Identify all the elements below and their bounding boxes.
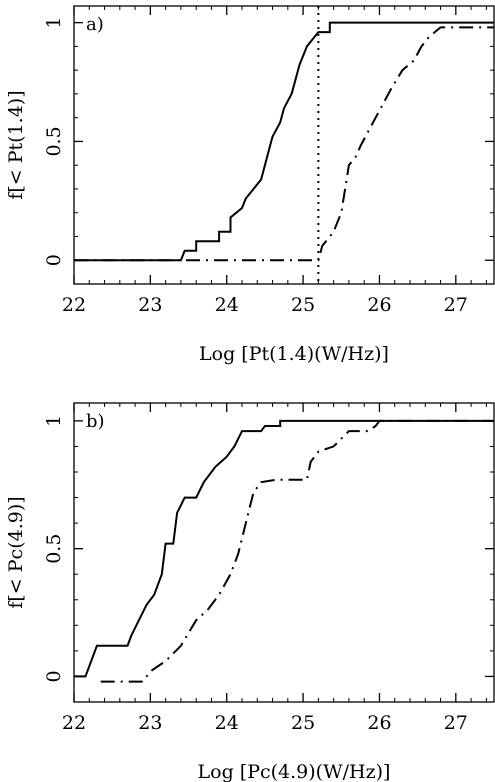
x-tick-label: 25 [291,712,315,734]
y-tick-label: 1 [43,17,65,29]
panel-b-series-solid-line [74,419,494,678]
x-tick-label: 23 [138,294,162,316]
x-tick-label: 27 [444,712,468,734]
panel-a-series [74,6,494,284]
x-tick-label: 25 [291,294,315,316]
y-axis-label-a: f[< Pt(1.4)] [5,90,27,199]
x-tick-label: 24 [215,712,239,734]
panel-a-series-solid-line [74,21,494,262]
plot-frame-a [73,5,495,285]
x-tick-label: 26 [367,294,391,316]
x-tick-label: 22 [62,712,86,734]
x-tick-label: 26 [367,712,391,734]
x-axis-label-b: Log [Pc(4.9)(W/Hz)] [198,761,391,782]
y-tick-label: 0.5 [43,534,65,564]
panel-b-series [74,419,494,683]
y-tick-label: 1 [43,415,65,427]
y-axis-label-b: f[< Pc(4.9)] [5,496,27,608]
panel-a: 22 23 24 25 26 27 0 0.5 1 a) Log [Pt(1.4)(W/Hz)]… [5,5,495,365]
x-tick-label: 22 [62,294,86,316]
plot-frame-b [73,402,495,703]
x-tick-label: 27 [444,294,468,316]
panel-a-ticks: 22 23 24 25 26 27 0 0.5 1 [43,6,494,316]
panel-b-ticks: 22 23 24 25 26 27 0 0.5 1 [43,403,494,734]
y-tick-label: 0.5 [43,126,65,156]
panel-a-series-dashdot-line [74,26,494,262]
x-tick-label: 23 [138,712,162,734]
x-tick-label: 24 [215,294,239,316]
y-tick-label: 0 [43,254,65,266]
panel-label-a: a) [86,14,104,35]
y-tick-label: 0 [43,670,65,682]
panel-b: 22 23 24 25 26 27 0 0.5 1 b) Log [Pc(4.9)(W/Hz)]… [5,402,495,782]
panel-b-series-dashdot-line [100,419,494,683]
x-axis-label-a: Log [Pt(1.4)(W/Hz)] [199,343,389,365]
panel-label-b: b) [86,411,105,432]
